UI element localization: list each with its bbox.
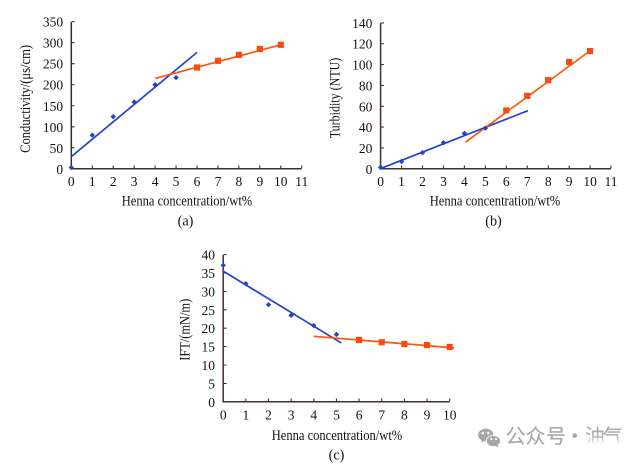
svg-text:1: 1 — [89, 174, 96, 189]
svg-text:20: 20 — [359, 141, 373, 156]
svg-text:50: 50 — [50, 141, 64, 156]
svg-text:0: 0 — [56, 162, 63, 177]
svg-text:(b): (b) — [485, 213, 502, 229]
svg-text:(a): (a) — [178, 213, 194, 229]
svg-text:35: 35 — [202, 266, 216, 281]
svg-text:2: 2 — [110, 174, 117, 189]
svg-text:Henna concentration/wt%: Henna concentration/wt% — [430, 193, 561, 209]
svg-text:IFT/(mN/m): IFT/(mN/m) — [177, 299, 193, 361]
svg-text:10: 10 — [443, 408, 457, 423]
svg-text:0: 0 — [220, 408, 227, 423]
svg-text:8: 8 — [236, 174, 243, 189]
svg-text:30: 30 — [202, 284, 216, 299]
svg-text:10: 10 — [583, 174, 597, 189]
svg-text:15: 15 — [202, 340, 216, 355]
svg-text:2: 2 — [265, 408, 272, 423]
svg-text:Henna concentration/wt%: Henna concentration/wt% — [272, 428, 403, 444]
svg-text:300: 300 — [43, 36, 64, 51]
svg-text:350: 350 — [43, 15, 64, 30]
svg-text:9: 9 — [566, 174, 573, 189]
svg-text:150: 150 — [43, 99, 64, 114]
svg-text:80: 80 — [359, 78, 373, 93]
svg-text:0: 0 — [68, 174, 75, 189]
svg-text:0: 0 — [377, 174, 384, 189]
svg-text:3: 3 — [440, 174, 447, 189]
svg-text:5: 5 — [208, 376, 215, 391]
svg-text:Turbidity (NTU): Turbidity (NTU) — [327, 58, 343, 139]
svg-text:5: 5 — [482, 174, 489, 189]
svg-text:8: 8 — [401, 408, 408, 423]
svg-text:6: 6 — [356, 408, 363, 423]
svg-text:10: 10 — [274, 174, 288, 189]
svg-text:3: 3 — [131, 174, 138, 189]
svg-text:100: 100 — [43, 120, 64, 135]
svg-text:0: 0 — [366, 162, 373, 177]
svg-text:7: 7 — [215, 174, 222, 189]
svg-text:40: 40 — [359, 120, 373, 135]
svg-text:60: 60 — [359, 99, 373, 114]
svg-text:9: 9 — [256, 174, 263, 189]
svg-text:(c): (c) — [329, 448, 345, 464]
svg-text:2: 2 — [419, 174, 426, 189]
svg-text:7: 7 — [524, 174, 531, 189]
svg-text:Henna concentration/wt%: Henna concentration/wt% — [122, 193, 253, 209]
svg-text:6: 6 — [503, 174, 510, 189]
svg-text:9: 9 — [424, 408, 431, 423]
svg-text:1: 1 — [242, 408, 249, 423]
svg-text:0: 0 — [208, 395, 215, 410]
svg-text:4: 4 — [310, 408, 317, 423]
svg-text:40: 40 — [202, 248, 216, 263]
svg-text:120: 120 — [352, 37, 373, 52]
svg-text:Conductivity/(μs/cm): Conductivity/(μs/cm) — [18, 45, 34, 153]
svg-text:3: 3 — [288, 408, 295, 423]
svg-text:200: 200 — [43, 78, 64, 93]
svg-text:5: 5 — [173, 174, 180, 189]
svg-text:11: 11 — [605, 174, 618, 189]
svg-text:5: 5 — [333, 408, 340, 423]
svg-text:250: 250 — [43, 57, 64, 72]
svg-text:6: 6 — [194, 174, 201, 189]
svg-text:4: 4 — [461, 174, 468, 189]
svg-text:25: 25 — [202, 303, 216, 318]
svg-text:20: 20 — [202, 321, 216, 336]
svg-text:11: 11 — [295, 174, 308, 189]
svg-text:7: 7 — [378, 408, 385, 423]
svg-text:100: 100 — [352, 58, 373, 73]
svg-text:10: 10 — [202, 358, 216, 373]
svg-text:8: 8 — [545, 174, 552, 189]
svg-text:4: 4 — [152, 174, 159, 189]
svg-text:1: 1 — [398, 174, 405, 189]
svg-text:140: 140 — [352, 16, 373, 31]
